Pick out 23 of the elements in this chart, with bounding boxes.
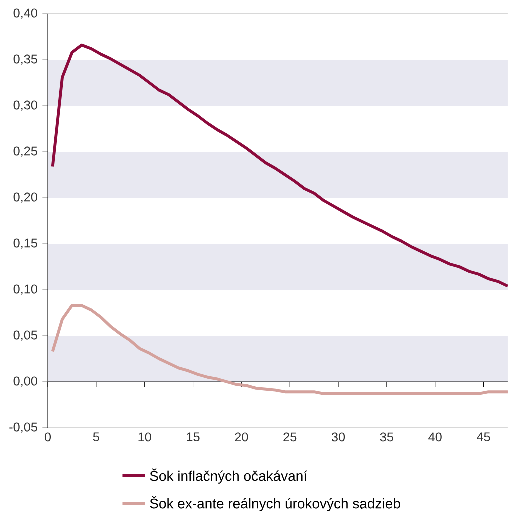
x-tick-label: 45 — [477, 432, 490, 442]
y-tick-label: 0,00 — [14, 376, 38, 388]
y-tick-label: 0,10 — [14, 284, 38, 296]
x-tick-label: 5 — [93, 432, 100, 442]
x-tick-label: 20 — [235, 432, 248, 442]
line-series — [51, 44, 508, 288]
x-tick-label: 35 — [380, 432, 394, 442]
x-tick-label: 30 — [332, 432, 346, 442]
y-tick-label: 0,30 — [14, 100, 38, 112]
x-tick-label: 15 — [187, 432, 200, 442]
x-tick-label: 0 — [44, 432, 52, 442]
legend-label: Šok inflačných očakávaní — [150, 468, 308, 484]
y-tick-label: 0,40 — [14, 8, 38, 20]
y-tick-label: 0,05 — [14, 330, 38, 342]
y-tick-label: 0,25 — [14, 146, 38, 158]
x-tick-label: 40 — [428, 432, 442, 442]
x-tick-label: 10 — [138, 432, 152, 442]
y-tick-label: 0,15 — [14, 238, 38, 250]
y-tick-label: 0,20 — [14, 192, 38, 204]
x-tick-label: 25 — [284, 432, 297, 442]
y-tick-label: 0,35 — [14, 54, 38, 66]
legend-label: Šok ex-ante reálnych úrokových sadzieb — [150, 496, 400, 512]
y-tick-label: -0,05 — [10, 422, 38, 434]
